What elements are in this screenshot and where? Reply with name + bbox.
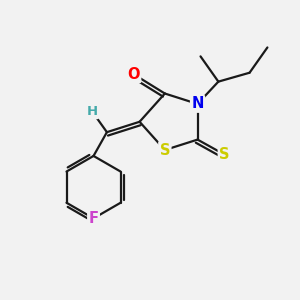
Text: N: N: [191, 96, 204, 111]
Text: O: O: [128, 67, 140, 82]
Text: H: H: [86, 105, 98, 118]
Text: S: S: [219, 147, 230, 162]
Text: S: S: [160, 142, 170, 158]
Text: F: F: [88, 211, 98, 226]
